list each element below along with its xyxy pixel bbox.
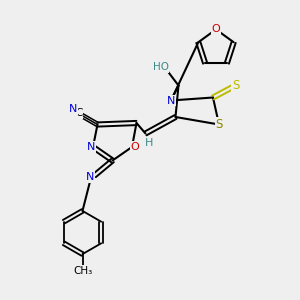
Text: C: C — [75, 108, 82, 118]
Text: S: S — [215, 118, 223, 131]
Text: N: N — [86, 172, 94, 182]
Text: O: O — [130, 142, 140, 152]
Text: N: N — [69, 104, 78, 115]
Text: CH₃: CH₃ — [73, 266, 92, 276]
Text: O: O — [212, 24, 220, 34]
Text: S: S — [232, 79, 239, 92]
Text: HO: HO — [152, 62, 169, 73]
Text: H: H — [145, 138, 153, 148]
Text: N: N — [87, 142, 96, 152]
Text: N: N — [167, 95, 175, 106]
